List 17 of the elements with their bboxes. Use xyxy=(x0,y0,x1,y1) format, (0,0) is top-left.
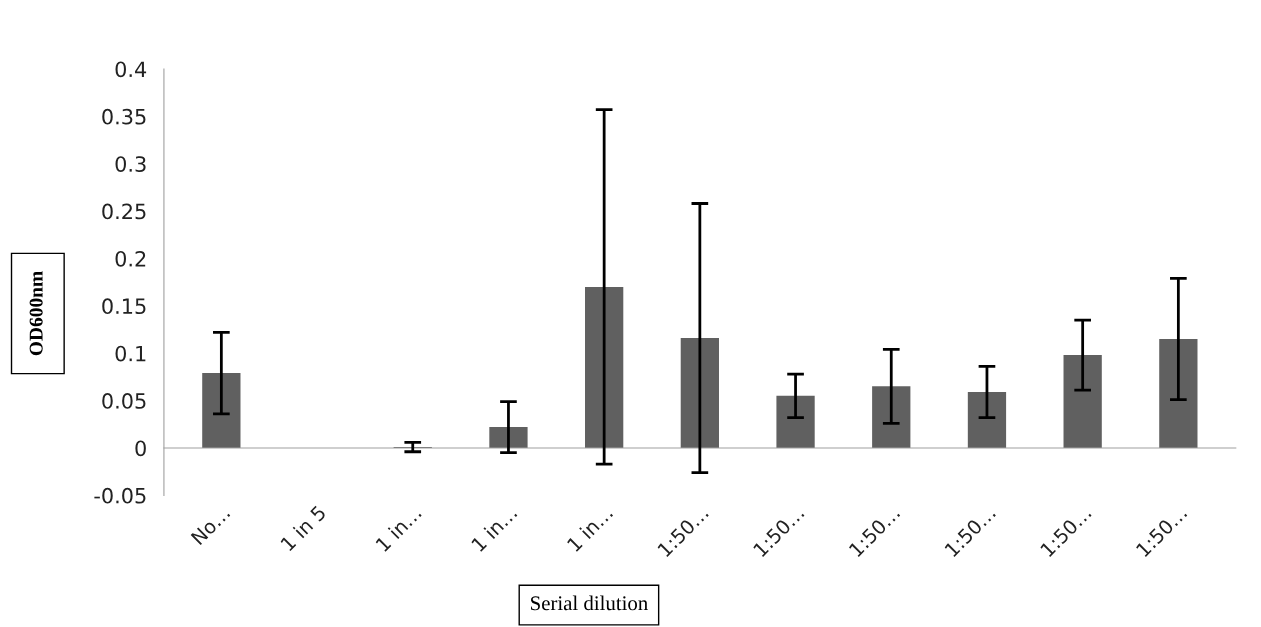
y-tick-label: 0.25 xyxy=(102,203,146,220)
x-axis-title: Serial dilution xyxy=(531,595,648,611)
y-tick-label: -0.05 xyxy=(94,487,146,504)
x-tick-label: 1 in 5 xyxy=(279,504,327,552)
y-axis-title: OD600nm xyxy=(29,271,43,356)
y-tick-label: 0.35 xyxy=(102,108,146,125)
y-tick-label: 0.1 xyxy=(115,345,146,362)
x-tick-label: 1 in… xyxy=(374,505,422,552)
x-tick-label: 1 in… xyxy=(566,505,614,552)
x-tick-label: No… xyxy=(190,505,231,546)
y-tick-label: 0.4 xyxy=(115,61,147,78)
y-tick-label: 0.2 xyxy=(115,250,146,267)
y-tick-label: 0.3 xyxy=(115,156,146,172)
y-tick-label: 0.15 xyxy=(102,298,146,315)
x-tick-label: 1 in… xyxy=(470,505,518,552)
y-tick-label: 0.05 xyxy=(102,393,146,409)
y-tick-label: 0 xyxy=(135,440,146,457)
